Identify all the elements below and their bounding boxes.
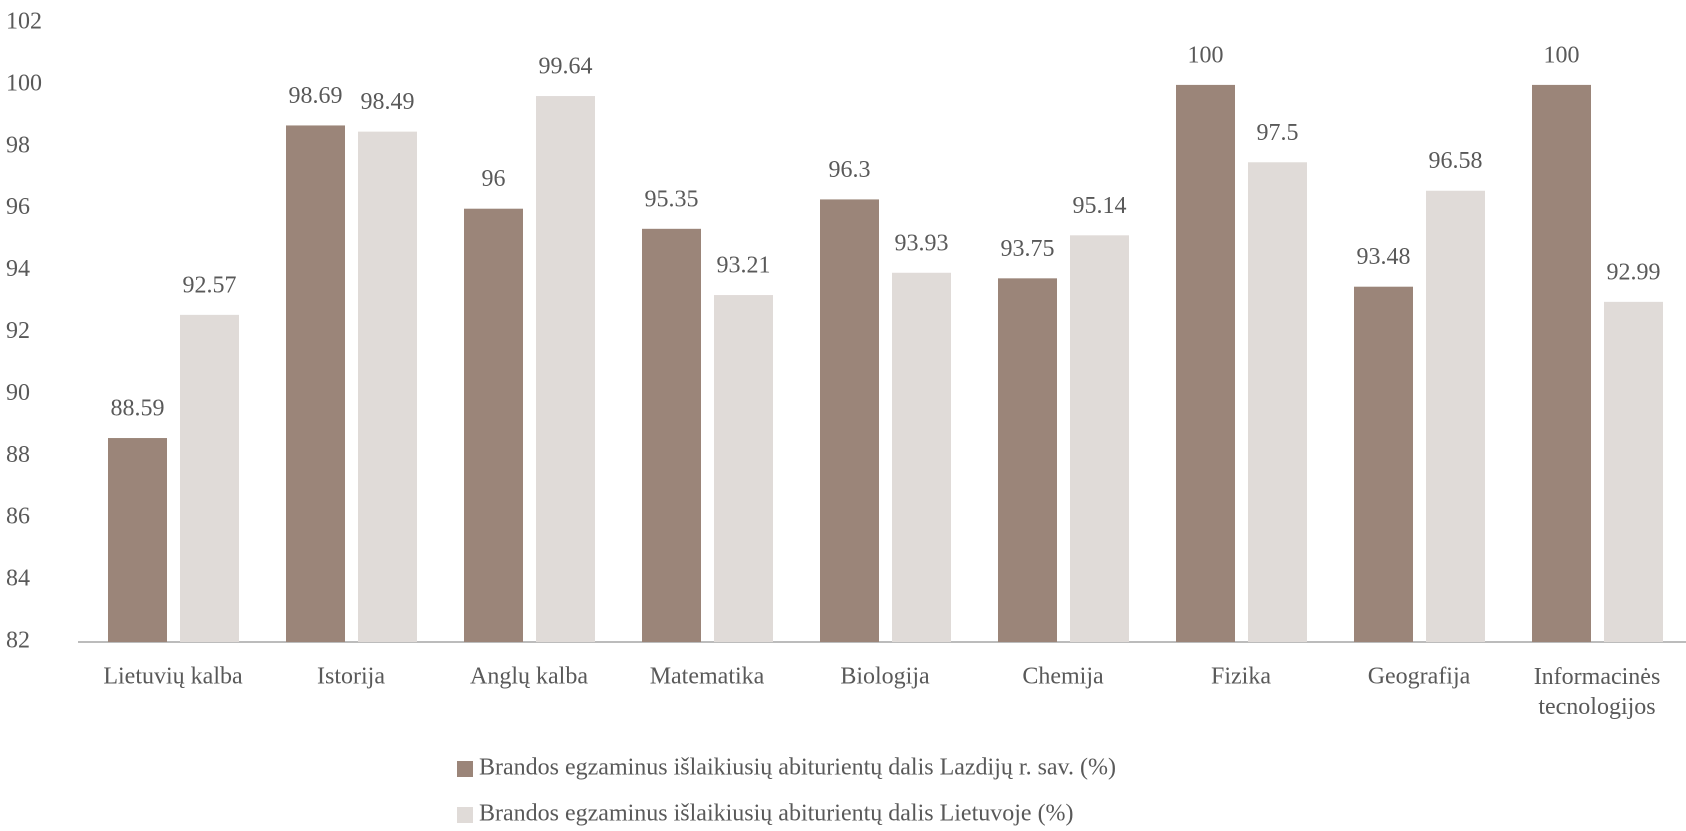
data-label: 99.64 — [539, 54, 593, 80]
bar — [1532, 84, 1591, 642]
data-label: 96.3 — [829, 157, 871, 183]
legend-swatch — [457, 761, 473, 777]
bar — [998, 278, 1057, 642]
x-tick-label: Anglų kalba — [470, 664, 588, 690]
bar — [536, 96, 595, 643]
data-label: 100 — [1188, 42, 1224, 68]
data-label: 93.48 — [1357, 244, 1411, 270]
data-label: 93.75 — [1001, 236, 1055, 262]
y-tick-label: 100 — [6, 70, 42, 96]
y-tick-label: 94 — [6, 256, 30, 282]
data-label: 93.93 — [895, 230, 949, 256]
bar — [464, 208, 523, 642]
y-tick-label: 90 — [6, 380, 30, 406]
legend-swatch — [457, 807, 473, 823]
x-tick-label: Fizika — [1211, 664, 1271, 690]
bar — [1070, 235, 1129, 642]
y-tick-label: 88 — [6, 442, 30, 468]
x-tick-label: Lietuvių kalba — [103, 664, 243, 690]
y-tick-label: 92 — [6, 318, 30, 344]
data-label: 92.99 — [1607, 259, 1661, 285]
y-tick-label: 98 — [6, 132, 30, 158]
bar — [1426, 190, 1485, 642]
y-tick-label: 82 — [6, 628, 30, 654]
bar — [1248, 162, 1307, 642]
legend-label: Brandos egzaminus išlaikiusių abiturient… — [479, 755, 1116, 781]
data-label: 97.5 — [1257, 120, 1299, 146]
data-label: 92.57 — [183, 272, 237, 298]
y-tick-label: 86 — [6, 504, 30, 530]
bar — [108, 438, 167, 642]
data-label: 88.59 — [111, 396, 165, 422]
data-label: 98.69 — [289, 83, 343, 109]
data-label: 100 — [1544, 42, 1580, 68]
bar — [714, 295, 773, 642]
data-label: 93.21 — [717, 253, 771, 279]
data-label: 98.49 — [361, 89, 415, 115]
bar — [820, 199, 879, 643]
data-label: 96.58 — [1429, 148, 1483, 174]
x-tick-label: Informacinės tecnologijos — [1534, 664, 1661, 720]
x-tick-label: Istorija — [317, 664, 385, 690]
y-tick-label: 102 — [6, 9, 42, 35]
data-label: 96 — [482, 166, 506, 192]
bar — [1604, 301, 1663, 642]
y-tick-label: 84 — [6, 566, 30, 592]
bar — [286, 125, 345, 642]
bar — [892, 272, 951, 642]
bar — [1176, 84, 1235, 642]
bar — [1354, 286, 1413, 642]
data-label: 95.35 — [645, 186, 699, 212]
x-tick-label: Biologija — [840, 664, 930, 690]
x-tick-label: Geografija — [1368, 664, 1471, 690]
legend-label: Brandos egzaminus išlaikiusių abiturient… — [479, 801, 1074, 827]
x-tick-label: Matematika — [650, 664, 765, 690]
y-tick-label: 96 — [6, 194, 30, 220]
x-tick-label: Chemija — [1022, 664, 1104, 690]
bar — [642, 228, 701, 642]
bar — [180, 314, 239, 642]
bar — [358, 131, 417, 642]
data-label: 95.14 — [1073, 193, 1127, 219]
